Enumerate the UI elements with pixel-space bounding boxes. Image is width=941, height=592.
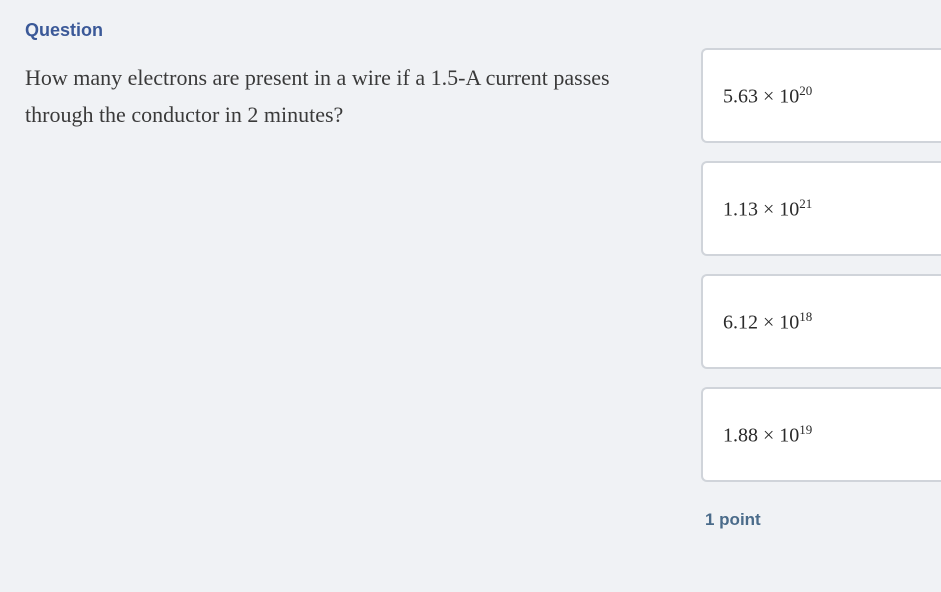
answer-value: 1.88 × 1019 [723, 422, 812, 448]
answer-option-1[interactable]: 5.63 × 1020 [701, 48, 941, 143]
answer-option-2[interactable]: 1.13 × 1021 [701, 161, 941, 256]
question-text: How many electrons are present in a wire… [25, 59, 661, 134]
question-heading: Question [25, 20, 661, 41]
exponent: 21 [799, 196, 812, 211]
quiz-container: Question How many electrons are present … [25, 20, 941, 572]
coefficient: 1.13 [723, 198, 758, 220]
answer-value: 1.13 × 1021 [723, 196, 812, 222]
points-label: 1 point [701, 510, 941, 530]
coefficient: 6.12 [723, 311, 758, 333]
answer-value: 5.63 × 1020 [723, 83, 812, 109]
answer-option-4[interactable]: 1.88 × 1019 [701, 387, 941, 482]
coefficient: 5.63 [723, 85, 758, 107]
answer-value: 6.12 × 1018 [723, 309, 812, 335]
exponent: 20 [799, 83, 812, 98]
answers-panel: 5.63 × 1020 1.13 × 1021 6.12 × 1018 1.88… [701, 20, 941, 572]
question-panel: Question How many electrons are present … [25, 20, 661, 572]
exponent: 18 [799, 309, 812, 324]
exponent: 19 [799, 422, 812, 437]
answer-option-3[interactable]: 6.12 × 1018 [701, 274, 941, 369]
coefficient: 1.88 [723, 424, 758, 446]
